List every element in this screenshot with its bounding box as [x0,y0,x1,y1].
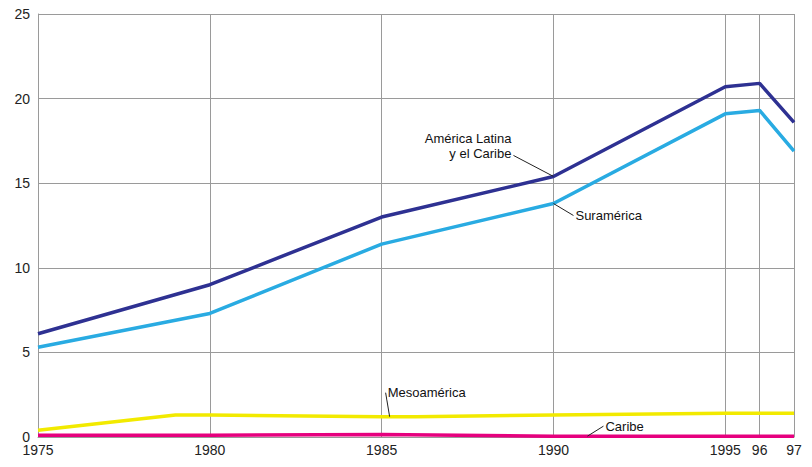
svg-text:15: 15 [14,175,30,191]
svg-text:10: 10 [14,260,30,276]
svg-text:y el Caribe: y el Caribe [449,146,511,161]
svg-text:0: 0 [22,429,30,445]
svg-text:25: 25 [14,6,30,22]
svg-text:97: 97 [786,442,802,458]
svg-text:1990: 1990 [538,442,569,458]
svg-text:Caribe: Caribe [605,419,643,434]
svg-text:1995: 1995 [710,442,741,458]
svg-text:5: 5 [22,344,30,360]
svg-text:1975: 1975 [22,442,53,458]
svg-text:Suramérica: Suramérica [575,208,642,223]
svg-text:1980: 1980 [194,442,225,458]
svg-text:96: 96 [752,442,768,458]
svg-text:América Latina: América Latina [425,131,512,146]
svg-text:Mesoamérica: Mesoamérica [388,385,467,400]
svg-text:1985: 1985 [366,442,397,458]
svg-text:20: 20 [14,91,30,107]
